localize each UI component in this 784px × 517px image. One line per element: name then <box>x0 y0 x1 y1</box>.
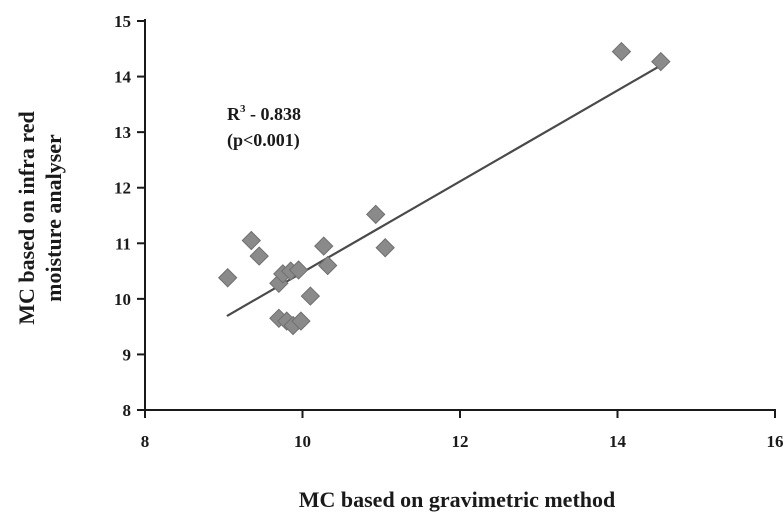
x-axis-title: MC based on gravimetric method <box>299 487 616 512</box>
y-tick-label: 12 <box>114 179 131 198</box>
y-tick-label: 14 <box>114 68 132 87</box>
data-points <box>217 41 671 336</box>
data-point <box>300 286 321 306</box>
p-value-annotation: (p<0.001) <box>227 130 300 151</box>
x-tick-label: 8 <box>141 432 150 451</box>
data-point <box>217 268 238 288</box>
data-point <box>291 311 311 331</box>
x-tick-label: 14 <box>609 432 627 451</box>
y-axis-title-line-1: MC based on infra red <box>14 111 39 325</box>
x-tick-label: 16 <box>767 432 784 451</box>
y-tick-label: 15 <box>114 12 131 31</box>
y-axis-title-line-2: moisture analyser <box>41 134 66 302</box>
y-axis-ticks: 8 9 10 11 12 13 14 15 <box>114 12 145 420</box>
data-point <box>375 238 395 258</box>
data-point <box>366 204 386 225</box>
data-point <box>241 230 262 251</box>
y-tick-label: 9 <box>123 345 132 364</box>
data-point <box>249 246 269 266</box>
plot-area: 8 9 10 11 12 13 14 15 8 10 12 14 16 <box>114 12 784 451</box>
x-tick-label: 12 <box>452 432 469 451</box>
data-point <box>611 41 632 62</box>
r-squared-annotation: R3 - 0.838 <box>227 103 301 124</box>
x-tick-label: 10 <box>294 432 311 451</box>
data-point <box>314 236 334 256</box>
y-tick-label: 11 <box>115 234 131 253</box>
data-point <box>317 255 338 276</box>
data-point <box>651 51 671 72</box>
y-tick-label: 8 <box>123 401 132 420</box>
y-tick-label: 13 <box>114 123 131 142</box>
data-point <box>288 260 309 280</box>
y-tick-label: 10 <box>114 290 131 309</box>
x-axis-ticks: 8 10 12 14 16 <box>141 410 784 451</box>
